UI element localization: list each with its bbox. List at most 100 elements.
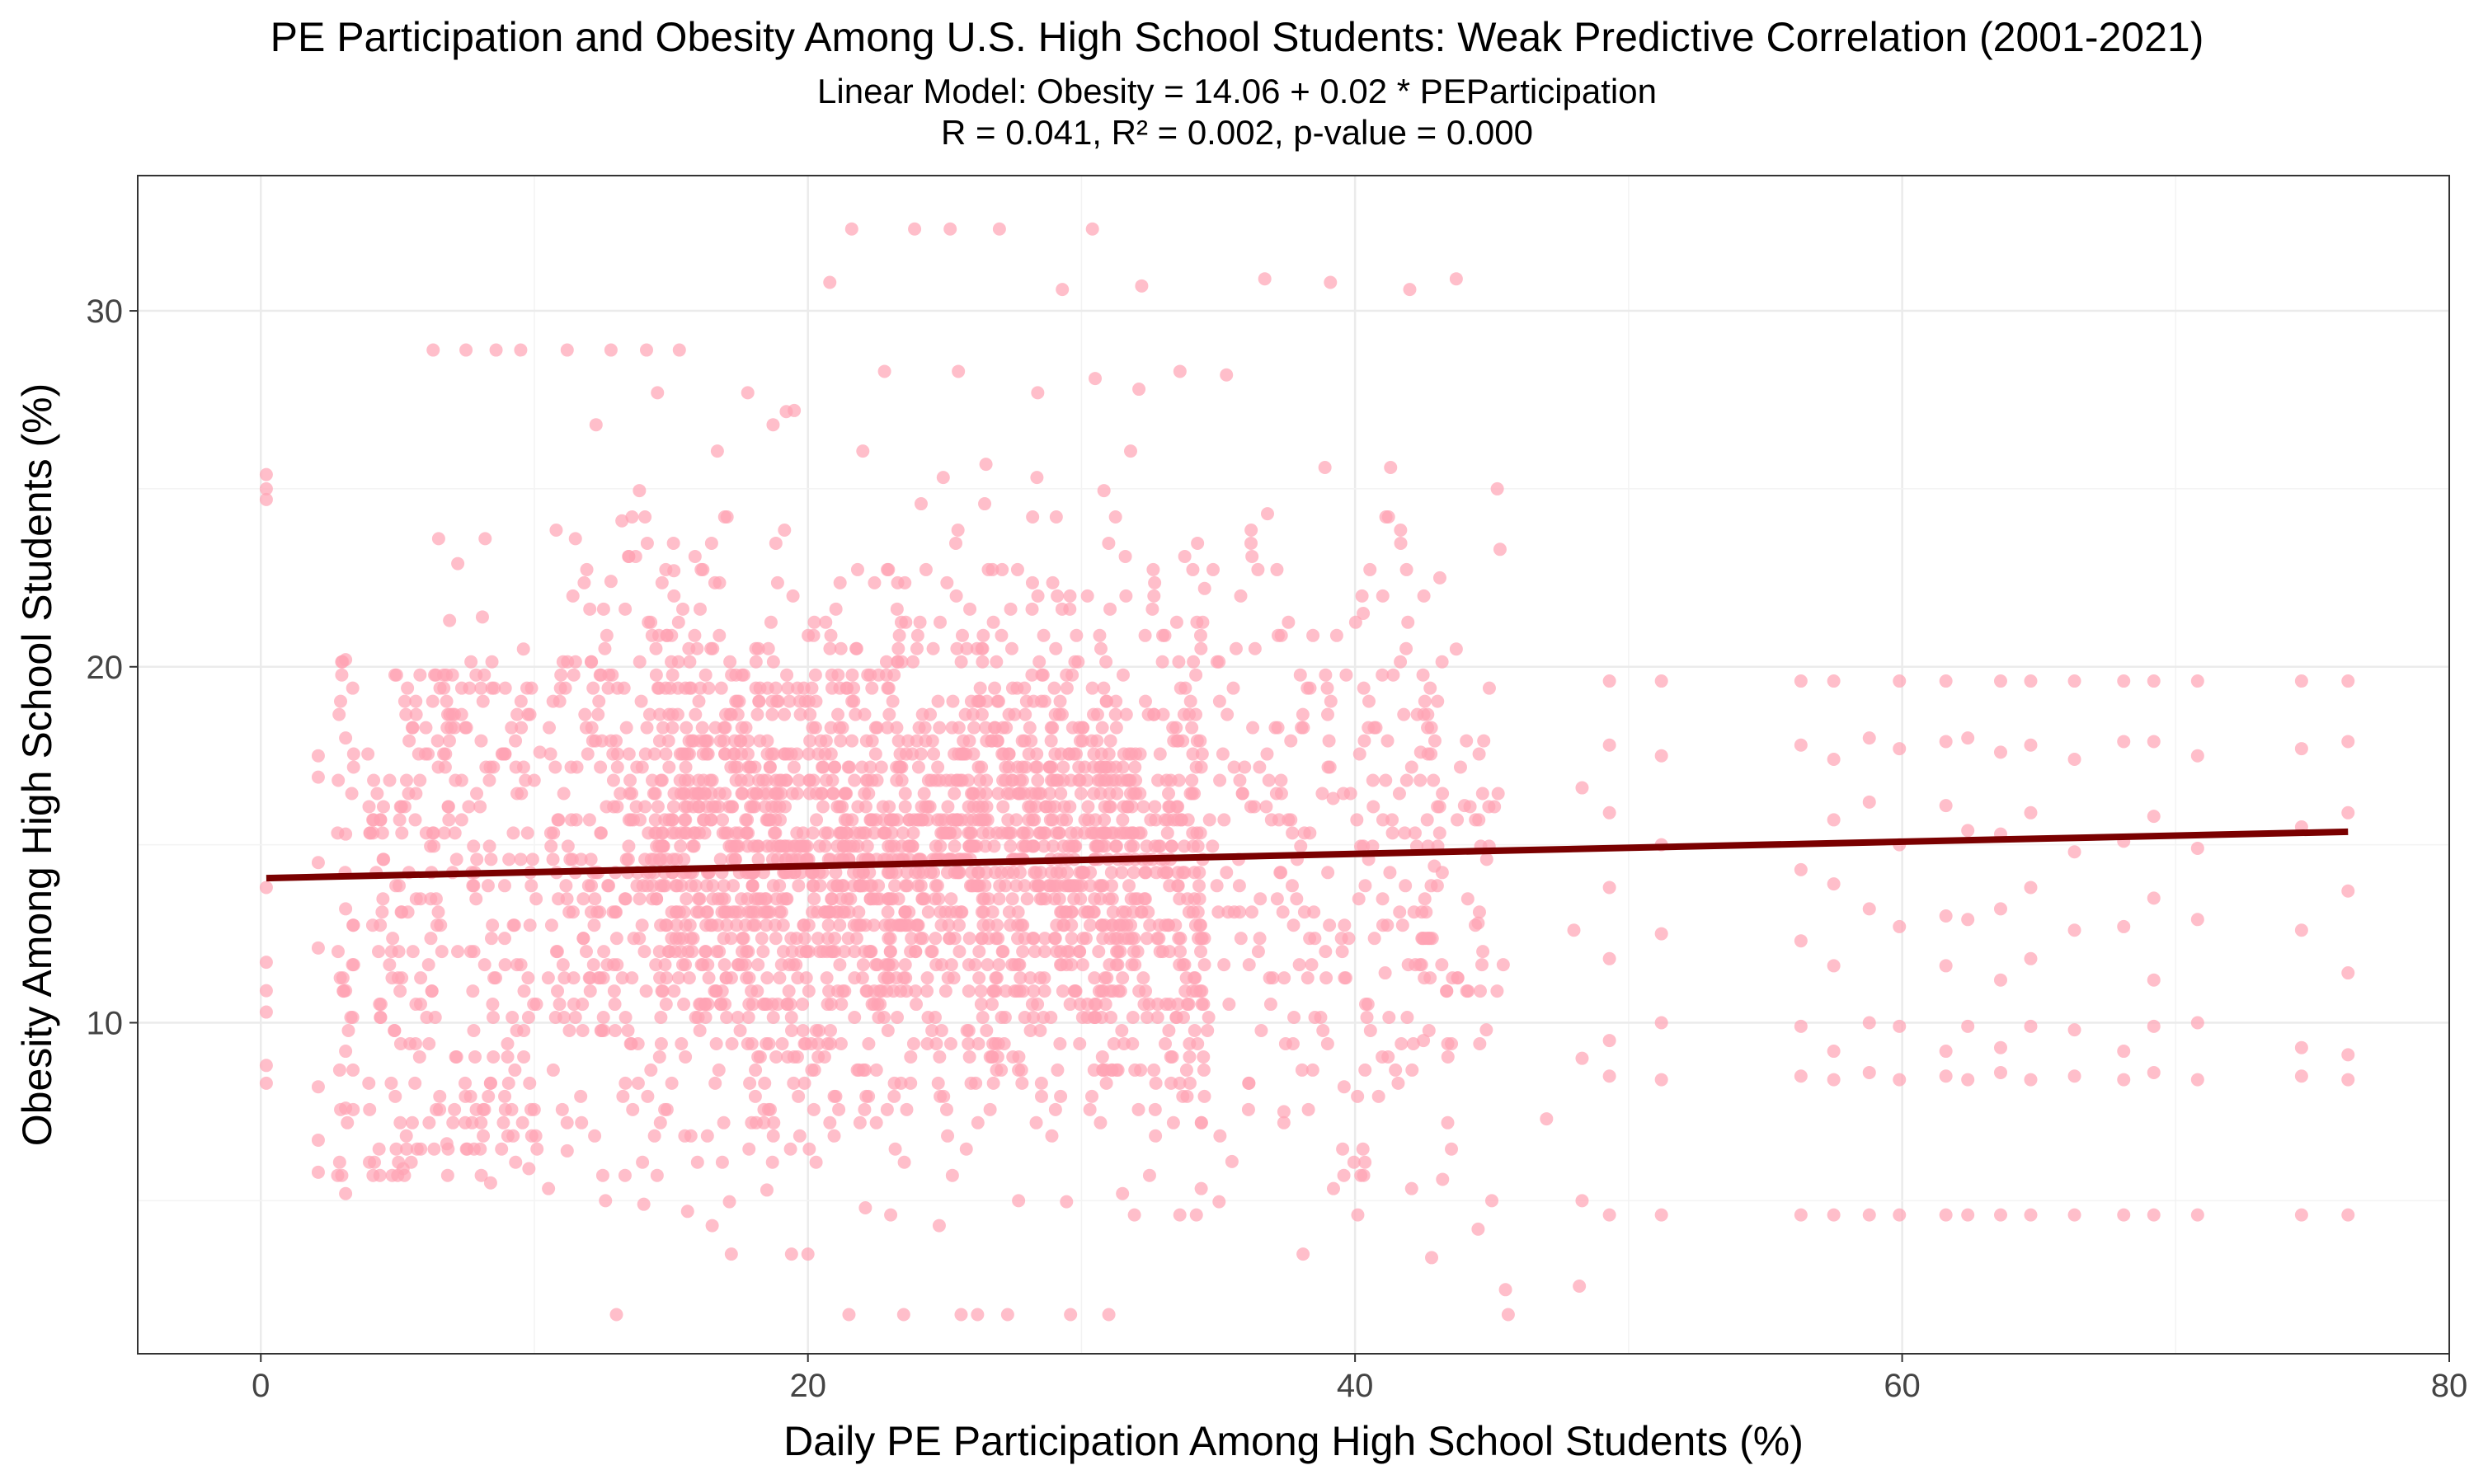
data-point <box>2294 1040 2308 1054</box>
data-point <box>346 1063 360 1077</box>
data-point <box>2117 1045 2131 1059</box>
data-point <box>1212 694 1226 708</box>
data-point <box>570 760 584 774</box>
data-point <box>823 275 837 289</box>
data-point <box>1083 918 1097 932</box>
data-point <box>1141 905 1155 919</box>
data-point <box>584 852 598 866</box>
data-point <box>1406 1036 1420 1050</box>
data-point <box>622 839 636 853</box>
data-point <box>1335 945 1349 959</box>
data-point <box>1295 1063 1309 1077</box>
data-point <box>666 800 680 814</box>
data-point <box>685 734 699 748</box>
data-point <box>1174 932 1188 946</box>
data-point <box>1324 694 1338 708</box>
data-point <box>1186 562 1200 576</box>
data-point <box>1292 958 1306 972</box>
data-point <box>1097 681 1111 695</box>
data-point <box>898 787 912 801</box>
data-point <box>1056 984 1070 998</box>
data-point <box>2147 735 2161 749</box>
data-point <box>336 655 350 669</box>
data-point <box>544 839 558 853</box>
data-point <box>1263 971 1277 985</box>
data-point <box>2147 1208 2161 1222</box>
data-point <box>806 905 820 919</box>
data-point <box>587 918 601 932</box>
data-point <box>1098 998 1112 1012</box>
data-point <box>1357 734 1371 748</box>
data-point <box>1051 1063 1065 1077</box>
data-point <box>389 879 403 893</box>
data-point <box>1475 787 1489 801</box>
data-point <box>1193 826 1207 840</box>
data-point <box>546 1063 560 1077</box>
data-point <box>1037 1011 1051 1025</box>
data-point <box>909 945 923 959</box>
data-point <box>449 852 463 866</box>
data-point <box>520 681 534 695</box>
data-point <box>892 628 906 642</box>
data-point <box>1436 1172 1450 1186</box>
data-point <box>879 655 893 669</box>
data-point <box>1363 562 1377 576</box>
data-point <box>409 707 423 721</box>
data-point <box>909 984 923 998</box>
data-point <box>2190 1073 2204 1087</box>
data-point <box>558 681 572 695</box>
data-point <box>1012 1050 1026 1064</box>
data-point <box>388 1089 402 1103</box>
data-point <box>755 932 769 946</box>
data-point <box>1189 668 1203 682</box>
data-point <box>644 1063 658 1077</box>
data-point <box>703 918 717 932</box>
data-point <box>1108 510 1122 524</box>
data-point <box>1140 839 1154 853</box>
data-point <box>948 826 962 840</box>
data-point <box>1169 615 1183 629</box>
data-point <box>1294 839 1308 853</box>
data-point <box>1193 918 1207 932</box>
data-point <box>898 905 912 919</box>
data-point <box>557 971 571 985</box>
data-point <box>978 879 992 893</box>
data-point <box>1393 905 1407 919</box>
data-point <box>769 1050 783 1064</box>
data-point <box>911 760 925 774</box>
data-point <box>1602 951 1616 965</box>
data-point <box>1575 1194 1589 1208</box>
data-point <box>1993 674 2007 688</box>
data-point <box>788 839 802 853</box>
data-point <box>733 1023 747 1037</box>
data-point <box>2147 674 2161 688</box>
data-point <box>443 613 457 627</box>
data-point <box>421 958 435 972</box>
data-point <box>376 852 390 866</box>
data-point <box>741 945 755 959</box>
data-point <box>501 1076 515 1090</box>
data-point <box>1490 984 1504 998</box>
data-point <box>896 1308 910 1322</box>
data-point <box>1893 919 1907 933</box>
data-point <box>459 1089 473 1103</box>
data-point <box>1602 674 1616 688</box>
data-point <box>1260 747 1274 761</box>
data-point <box>498 1102 512 1116</box>
data-point <box>1192 879 1206 893</box>
data-point <box>830 800 844 814</box>
data-point <box>647 1129 661 1143</box>
data-point <box>815 787 829 801</box>
data-point <box>1394 536 1408 550</box>
data-point <box>1033 787 1047 801</box>
data-point <box>1794 674 1808 688</box>
data-point <box>331 1168 345 1182</box>
data-point <box>1067 892 1081 906</box>
data-point <box>1092 945 1106 959</box>
data-point <box>1348 615 1362 629</box>
data-point <box>649 668 663 682</box>
data-point <box>1023 1023 1037 1037</box>
data-point <box>470 787 484 801</box>
data-point <box>1194 1115 1208 1129</box>
data-point <box>787 760 801 774</box>
